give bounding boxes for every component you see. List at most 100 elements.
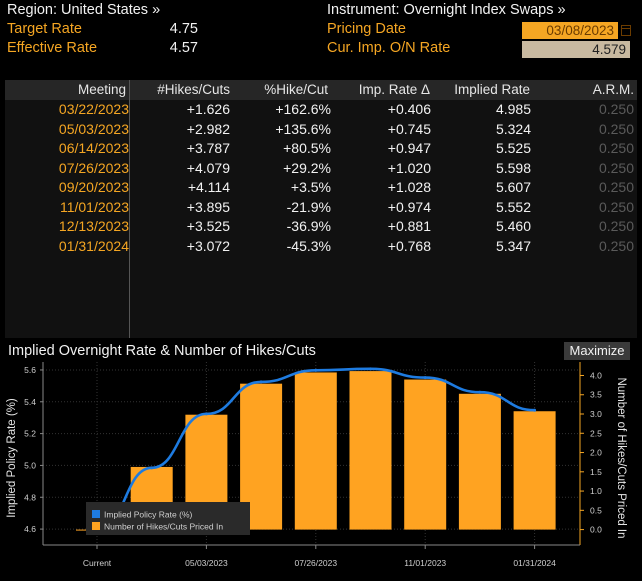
implied-rate-point: [369, 367, 372, 371]
implied-rate-line: [96, 367, 535, 534]
implied-rate-point: [314, 368, 318, 372]
table-row[interactable]: 09/20/2023 +4.114 +3.5% +1.028 5.607 0.250: [5, 178, 637, 198]
bar-hikes-cuts: [349, 371, 392, 530]
table-cell: +29.2%: [283, 159, 331, 176]
col-header-meeting[interactable]: Meeting: [5, 80, 129, 100]
table-cell: 0.250: [598, 159, 634, 176]
table-cell: +0.406: [387, 101, 431, 117]
bar-hikes-cuts: [404, 379, 447, 530]
table-cell: 05/03/2023: [58, 120, 129, 137]
right-axis-tick-label: 1.5: [590, 467, 602, 477]
table-cell: 03/22/2023: [58, 101, 129, 117]
table-cell: 5.598: [495, 159, 531, 176]
right-axis-tick-label: 2.0: [590, 448, 602, 458]
right-axis-title: Number of Hikes/Cuts Priced In: [615, 377, 627, 538]
region-selector[interactable]: Region: United States »: [7, 2, 161, 18]
table-cell: +0.947: [387, 140, 431, 156]
chart-title: Implied Overnight Rate & Number of Hikes…: [8, 343, 316, 359]
rate-hikes-chart: 4.6 4.8 5.0 5.2 5.4 5.6 0.0 0.5 1.0 1.5 2.0 2.5 3.0…: [0, 362, 642, 576]
table-cell: 06/14/2023: [58, 140, 129, 156]
table-cell: 12/13/2023: [58, 218, 129, 234]
cur-imp-rate-field: 4.579: [522, 41, 630, 58]
table-row[interactable]: 07/26/2023 +4.079 +29.2% +1.020 5.598 0.250: [5, 159, 637, 179]
legend-label-line: Implied Policy Rate (%): [104, 510, 193, 520]
table-cell: 0.250: [598, 198, 634, 215]
right-axis-tick-label: 0.0: [590, 525, 602, 535]
legend-swatch-bar: [92, 522, 100, 530]
table-row[interactable]: 06/14/2023 +3.787 +80.5% +0.947 5.525 0.250: [5, 139, 637, 159]
x-axis-tick-label: Current: [83, 558, 112, 568]
effective-rate-label: Effective Rate: [7, 40, 98, 56]
table-cell: 5.607: [495, 179, 531, 195]
instrument-selector[interactable]: Instrument: Overnight Index Swaps »: [327, 2, 566, 18]
right-axis-tick-label: 3.5: [590, 390, 602, 400]
implied-rate-point: [423, 376, 427, 380]
right-axis-tick-label: 4.0: [590, 370, 602, 380]
right-axis-tick-label: 1.0: [590, 486, 602, 496]
table-cell: +4.114: [187, 179, 230, 195]
table-cell: 0.250: [598, 101, 634, 117]
left-axis-tick-label: 4.8: [24, 492, 36, 502]
x-axis-tick-label: 07/26/2023: [295, 558, 338, 568]
table-cell: +135.6%: [275, 120, 331, 137]
table-row[interactable]: 12/13/2023 +3.525 -36.9% +0.881 5.460 0.250: [5, 217, 637, 237]
table-row[interactable]: 05/03/2023 +2.982 +135.6% +0.745 5.324 0.250: [5, 120, 637, 140]
table-cell: 0.250: [598, 120, 634, 137]
col-header-implied-rate[interactable]: Implied Rate: [433, 80, 533, 100]
table-cell: +1.028: [387, 179, 431, 195]
table-cell: 01/31/2024: [58, 237, 129, 254]
table-cell: +3.5%: [290, 179, 331, 195]
table-cell: 5.460: [495, 218, 531, 234]
calendar-icon[interactable]: [621, 25, 631, 36]
implied-rate-point: [478, 390, 482, 394]
table-cell: 09/20/2023: [58, 179, 129, 195]
table-cell: 5.525: [495, 140, 531, 156]
maximize-button[interactable]: Maximize: [564, 342, 630, 360]
left-axis-tick-label: 5.0: [24, 460, 36, 470]
table-cell: 11/01/2023: [59, 198, 129, 215]
col-header-imp-rate-delta[interactable]: Imp. Rate Δ: [331, 80, 433, 100]
table-row[interactable]: 03/22/2023 +1.626 +162.6% +0.406 4.985 0.250: [5, 100, 637, 120]
col-header-pct-hike-cut[interactable]: %Hike/Cut: [233, 80, 331, 100]
table-cell: 0.250: [598, 237, 634, 254]
table-cell: +0.974: [387, 198, 431, 215]
table-cell: +2.982: [186, 120, 230, 137]
table-cell: +3.787: [186, 140, 230, 156]
implied-rate-point: [150, 466, 154, 470]
cur-imp-rate-label: Cur. Imp. O/N Rate: [327, 40, 451, 56]
table-cell: -21.9%: [286, 198, 331, 215]
table-cell: 5.324: [495, 120, 531, 137]
table-cell: -45.3%: [286, 237, 331, 254]
left-axis-tick-label: 5.4: [24, 397, 36, 407]
table-cell: +4.079: [186, 159, 230, 176]
table-cell: +162.6%: [275, 101, 331, 117]
bar-hikes-cuts: [294, 372, 337, 530]
table-cell: +0.745: [387, 120, 431, 137]
target-rate-value: 4.75: [169, 21, 198, 37]
table-cell: 07/26/2023: [58, 159, 129, 176]
target-rate-label: Target Rate: [7, 21, 82, 37]
right-axis-tick-label: 3.0: [590, 409, 602, 419]
table-cell: 4.985: [495, 101, 531, 117]
pricing-date-label: Pricing Date: [327, 21, 406, 37]
legend-label-bar: Number of Hikes/Cuts Priced In: [104, 522, 223, 532]
table-row[interactable]: 01/31/2024 +3.072 -45.3% +0.768 5.347 0.250: [5, 237, 637, 257]
table-cell: +80.5%: [283, 140, 331, 156]
col-header-arm[interactable]: A.R.M.: [533, 80, 637, 100]
table-row[interactable]: 11/01/2023 +3.895 -21.9% +0.974 5.552 0.250: [5, 198, 637, 218]
table-cell: 5.552: [495, 198, 531, 215]
col-header-hikes-cuts[interactable]: #Hikes/Cuts: [130, 80, 233, 100]
table-cell: +1.626: [186, 101, 230, 117]
legend-background: [86, 502, 250, 535]
implied-rate-point: [204, 412, 208, 416]
effective-rate-value: 4.57: [169, 40, 198, 56]
column-divider: [129, 80, 130, 338]
table-cell: 5.347: [495, 237, 531, 254]
table-cell: +3.072: [186, 237, 230, 254]
table-cell: -36.9%: [286, 218, 331, 234]
pricing-date-field[interactable]: 03/08/2023: [522, 22, 618, 39]
left-axis-tick-label: 5.2: [24, 429, 36, 439]
x-axis-tick-label: 01/31/2024: [513, 558, 556, 568]
chart-legend: Implied Policy Rate (%) Number of Hikes/…: [86, 502, 250, 535]
legend-swatch-line: [92, 510, 100, 518]
